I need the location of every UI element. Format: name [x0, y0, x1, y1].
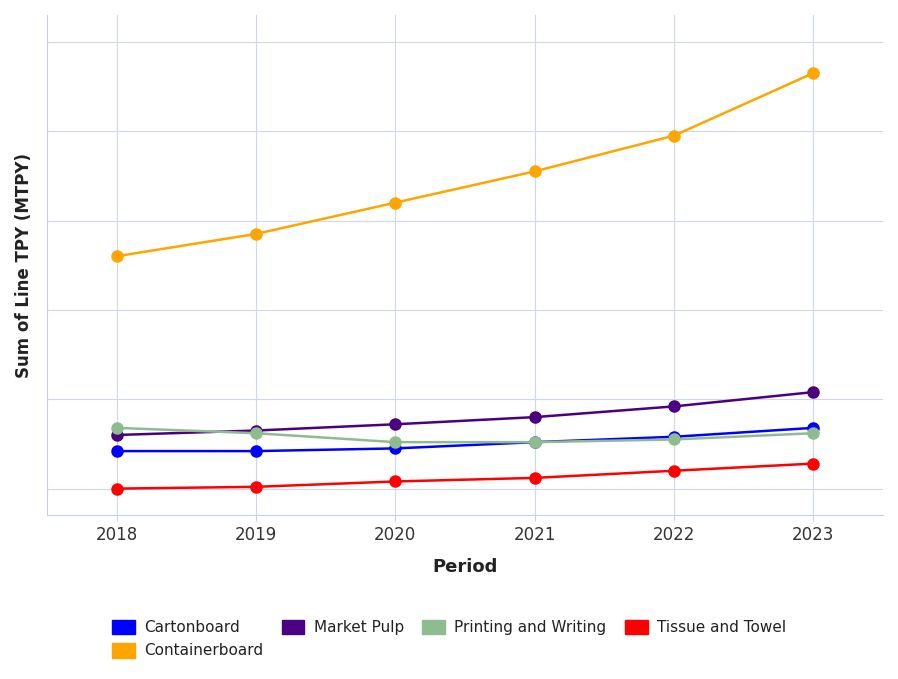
- Printing and Writing: [251, 429, 261, 437]
- Cartonboard: [111, 447, 122, 455]
- Containerboard: [251, 230, 261, 238]
- Y-axis label: Sum of Line TPY (MTPY): Sum of Line TPY (MTPY): [15, 153, 33, 378]
- Market Pulp: [390, 420, 401, 428]
- Line: Cartonboard: Cartonboard: [111, 422, 819, 457]
- Tissue and Towel: [669, 466, 680, 475]
- X-axis label: Period: Period: [432, 557, 497, 576]
- Legend: Cartonboard, Containerboard, Market Pulp, Printing and Writing, Tissue and Towel: Cartonboard, Containerboard, Market Pulp…: [106, 614, 792, 665]
- Containerboard: [529, 167, 540, 175]
- Line: Market Pulp: Market Pulp: [111, 386, 819, 441]
- Line: Containerboard: Containerboard: [111, 67, 819, 262]
- Containerboard: [111, 252, 122, 260]
- Market Pulp: [529, 413, 540, 421]
- Printing and Writing: [529, 438, 540, 446]
- Containerboard: [390, 198, 401, 206]
- Printing and Writing: [808, 429, 819, 437]
- Tissue and Towel: [251, 483, 261, 491]
- Cartonboard: [529, 438, 540, 446]
- Market Pulp: [808, 388, 819, 396]
- Cartonboard: [669, 433, 680, 441]
- Containerboard: [669, 132, 680, 140]
- Market Pulp: [669, 403, 680, 411]
- Cartonboard: [808, 424, 819, 432]
- Market Pulp: [111, 431, 122, 439]
- Printing and Writing: [111, 424, 122, 432]
- Printing and Writing: [390, 438, 401, 446]
- Line: Printing and Writing: Printing and Writing: [111, 422, 819, 447]
- Cartonboard: [390, 444, 401, 452]
- Tissue and Towel: [111, 485, 122, 493]
- Line: Tissue and Towel: Tissue and Towel: [111, 458, 819, 494]
- Printing and Writing: [669, 435, 680, 443]
- Tissue and Towel: [808, 460, 819, 468]
- Market Pulp: [251, 426, 261, 435]
- Cartonboard: [251, 447, 261, 455]
- Containerboard: [808, 69, 819, 77]
- Tissue and Towel: [529, 474, 540, 482]
- Tissue and Towel: [390, 477, 401, 485]
